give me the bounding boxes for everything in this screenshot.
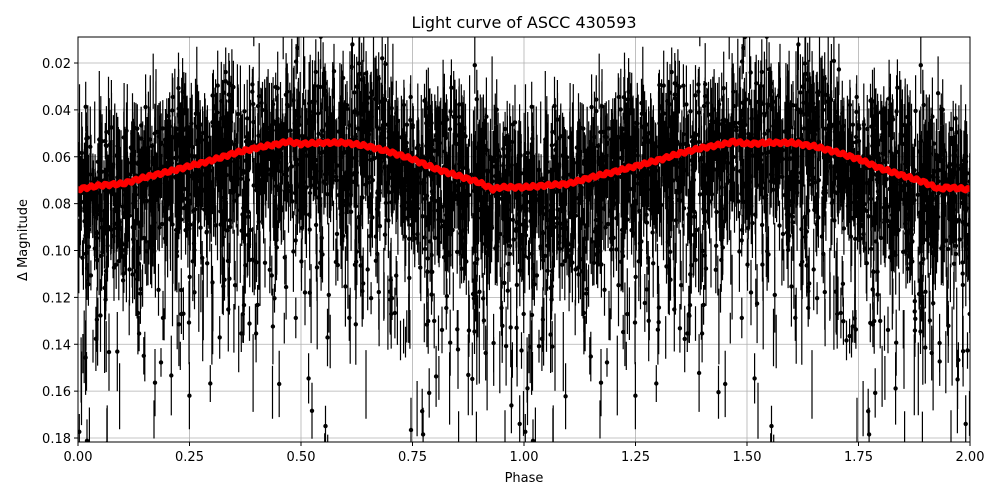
x-tick-label: 1.25 — [621, 450, 650, 465]
x-tick-label: 1.00 — [510, 450, 539, 465]
y-tick-label: 0.14 — [42, 338, 71, 353]
x-tick-label: 1.50 — [733, 450, 762, 465]
x-axis-label: Phase — [505, 471, 544, 486]
x-tick-label: 1.75 — [844, 450, 873, 465]
y-tick-label: 0.02 — [42, 57, 71, 72]
x-tick-label: 0.50 — [287, 450, 316, 465]
chart-title: Light curve of ASCC 430593 — [411, 13, 636, 32]
y-tick-label: 0.08 — [42, 198, 71, 213]
y-tick-label: 0.16 — [42, 385, 71, 400]
y-tick-label: 0.10 — [42, 245, 71, 260]
y-axis-label: Δ Magnitude — [16, 199, 31, 281]
x-tick-label: 2.00 — [956, 450, 985, 465]
y-tick-label: 0.18 — [42, 432, 71, 447]
y-tick-label: 0.06 — [42, 151, 71, 166]
x-tick-label: 0.75 — [398, 450, 427, 465]
y-tick-label: 0.04 — [42, 104, 71, 119]
y-tick-label: 0.12 — [42, 291, 71, 306]
binned-light-curve — [78, 137, 970, 194]
y-axis-ticks: 0.02 0.04 0.06 0.08 0.10 0.12 0.14 0.16 0.18 — [42, 57, 78, 447]
x-axis-ticks: 0.00 0.25 0.50 0.75 1.00 1.25 1.50 1.75 2.00 — [64, 442, 985, 465]
x-tick-label: 0.00 — [64, 450, 93, 465]
x-tick-label: 0.25 — [175, 450, 204, 465]
